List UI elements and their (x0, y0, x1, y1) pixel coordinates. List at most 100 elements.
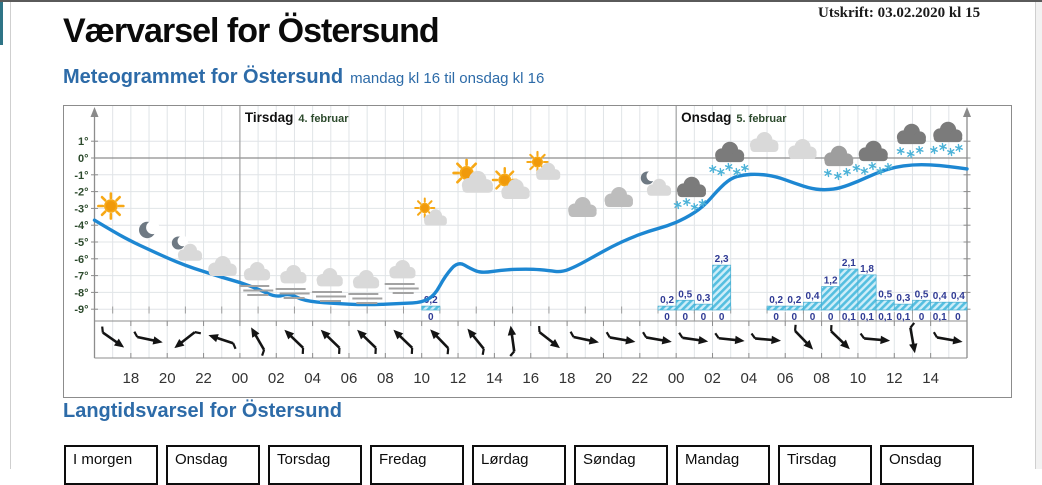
svg-text:08: 08 (813, 370, 830, 387)
precip-bar: 1,8 0,1 (857, 264, 877, 323)
meteogram-period-subtitle: mandag kl 16 til onsdag kl 16 (350, 70, 545, 87)
wind-arrow (569, 331, 599, 345)
svg-text:0,4: 0,4 (933, 291, 947, 302)
cloud-icon (208, 256, 237, 276)
sun-cloud-icon (526, 150, 561, 180)
svg-text:0,3: 0,3 (696, 293, 710, 304)
moon-cloud-icon (640, 170, 672, 196)
svg-text:0: 0 (664, 312, 670, 323)
snow-cloud-icon (852, 140, 893, 176)
svg-text:00: 00 (668, 370, 685, 387)
day-cell-onsdag: Onsdag (166, 445, 260, 485)
cloud-icon (788, 139, 817, 159)
snow-cloud-icon (708, 141, 749, 177)
sun-icon (97, 192, 125, 220)
svg-text:0,1: 0,1 (860, 312, 874, 323)
wind-arrow (101, 326, 125, 348)
snow-cloud-icon (673, 176, 707, 212)
svg-text:14: 14 (922, 370, 939, 387)
svg-text:22: 22 (195, 370, 212, 387)
svg-text:-5°: -5° (74, 237, 88, 249)
day-cell-i-morgen: I morgen (64, 445, 158, 485)
wind-arrow (642, 331, 672, 345)
cloud-icon (568, 197, 597, 217)
wind-arrow (251, 327, 266, 357)
snow-cloud-icon (930, 121, 963, 157)
page-title: Værvarsel for Östersund (63, 12, 440, 50)
precip-bar: 1,20 (821, 276, 841, 323)
wind-arrow (793, 324, 814, 350)
precip-bar: 0,5 0,1 (875, 289, 895, 323)
day-cell-mandag: Mandag (676, 445, 770, 485)
snow-cloud-icon (896, 123, 926, 159)
page-margin-area-right (1036, 2, 1042, 469)
cloud-icon (604, 187, 633, 207)
fog-icon (239, 261, 274, 296)
svg-text:1,2: 1,2 (824, 276, 838, 287)
day-cell-onsdag-2: Onsdag (880, 445, 974, 485)
day-cell-tirsdag: Tirsdag (778, 445, 872, 485)
svg-text:0,1: 0,1 (842, 312, 856, 323)
wind-arrow (538, 325, 560, 349)
wind-arrow (714, 332, 745, 345)
svg-text:0,1: 0,1 (933, 312, 947, 323)
wind-arrow (174, 331, 202, 349)
precip-bar: 0,40 (803, 291, 822, 323)
wind-arrow (507, 325, 517, 357)
svg-text:1°: 1° (78, 136, 89, 148)
wind-arrow (133, 331, 163, 345)
precip-bar: 0,20 (784, 295, 804, 323)
page-margin-line-left (10, 2, 11, 469)
svg-text:1,8: 1,8 (860, 264, 874, 275)
svg-text:02: 02 (268, 370, 285, 387)
wind-arrow (357, 329, 377, 354)
meteogram-heading-text: Meteogrammet for Östersund (63, 66, 344, 88)
svg-text:12: 12 (886, 370, 903, 387)
page-margin-line-right (1035, 2, 1036, 469)
precip-bar: 0,20 (766, 295, 786, 323)
svg-text:06: 06 (777, 370, 794, 387)
svg-text:0: 0 (773, 312, 779, 323)
svg-text:0: 0 (682, 312, 688, 323)
wind-arrow (830, 325, 850, 350)
svg-text:0,3: 0,3 (896, 293, 910, 304)
precip-bar: 0,3 0,1 (893, 293, 913, 323)
day-marker-label: Tirsdag 4. februar (245, 110, 349, 125)
day-cell-sondag: Søndag (574, 445, 668, 485)
day-cell-lordag: Lørdag (472, 445, 566, 485)
wind-arrow (467, 328, 485, 356)
moon-icon (139, 220, 160, 239)
svg-text:-6°: -6° (74, 254, 88, 266)
svg-text:20: 20 (159, 370, 176, 387)
corner-accent-mark (0, 2, 3, 45)
svg-text:08: 08 (377, 370, 394, 387)
wind-arrow (208, 334, 237, 350)
wind-arrow (932, 331, 963, 345)
fog-icon (348, 269, 383, 304)
day-cell-fredag: Fredag (370, 445, 464, 485)
svg-text:0: 0 (428, 312, 434, 323)
longterm-day-header-row: I morgen Onsdag Torsdag Fredag Lørdag Sø… (64, 445, 974, 485)
precip-bar: 2,1 0,1 (839, 258, 859, 323)
fog-icon (384, 259, 419, 294)
wind-arrow (393, 329, 414, 354)
svg-text:0: 0 (792, 312, 798, 323)
svg-text:2,1: 2,1 (842, 258, 856, 269)
svg-text:0,2: 0,2 (787, 295, 801, 306)
svg-text:00: 00 (232, 370, 249, 387)
svg-text:-8°: -8° (74, 287, 88, 299)
sun-cloud-icon (414, 197, 447, 226)
precip-bar: 0,20 (657, 295, 677, 323)
svg-text:04: 04 (741, 370, 758, 387)
wind-arrow (678, 332, 709, 345)
wind-arrow (750, 332, 781, 345)
svg-text:0: 0 (701, 312, 707, 323)
svg-text:06: 06 (341, 370, 358, 387)
precip-bar: 0,40 (948, 291, 968, 323)
svg-text:0,4: 0,4 (951, 291, 965, 302)
svg-text:0,2: 0,2 (660, 295, 674, 306)
svg-text:0: 0 (955, 312, 961, 323)
svg-text:-2°: -2° (74, 187, 88, 199)
